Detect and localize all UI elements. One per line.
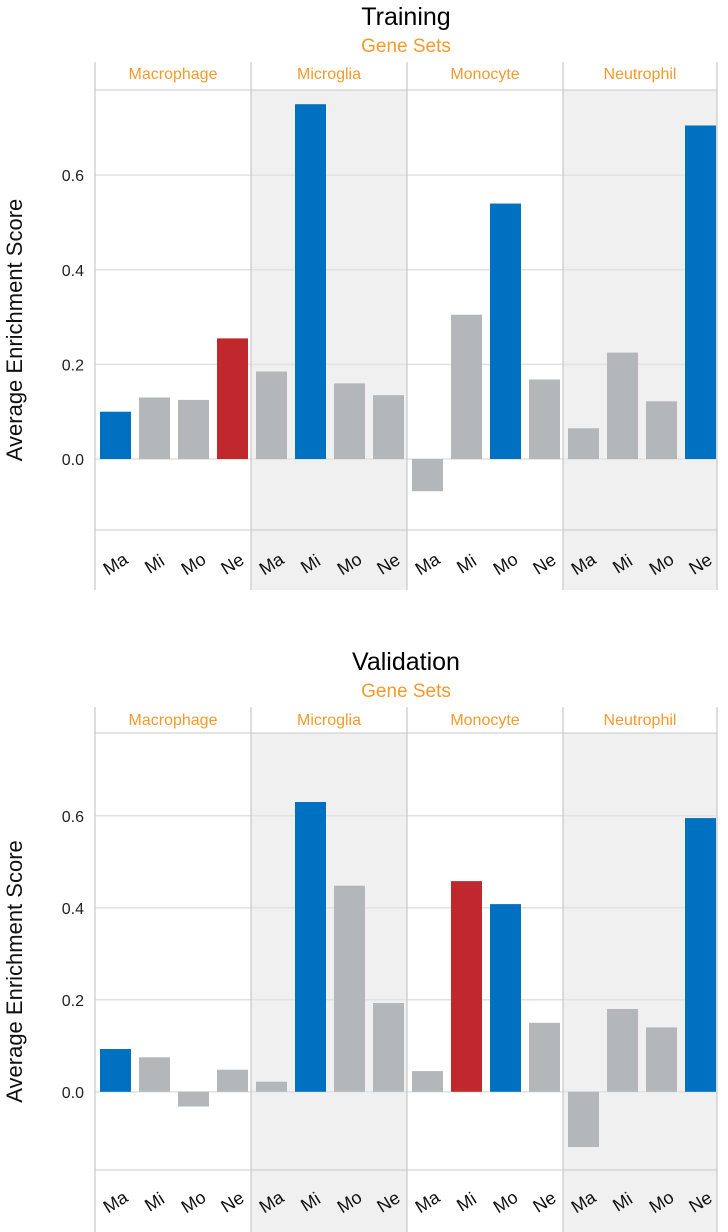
facet-label: Microglia — [297, 66, 361, 83]
facet-label: Monocyte — [450, 712, 519, 729]
facet-label: Macrophage — [129, 66, 218, 83]
bar-microglia-mi — [295, 802, 326, 1092]
bar-microglia-mo — [334, 383, 365, 460]
bar-monocyte-mo — [490, 203, 521, 460]
bar-macrophage-mi — [139, 1057, 170, 1092]
facet-label: Neutrophil — [604, 712, 677, 729]
x-tick-label: Ne — [529, 549, 559, 578]
facet-label: Monocyte — [450, 66, 519, 83]
bar-microglia-ne — [373, 395, 404, 460]
x-tick-label: Ma — [100, 1186, 133, 1217]
x-tick-label: Ma — [100, 548, 133, 579]
chart-subtitle: Gene Sets — [361, 36, 451, 57]
bar-neutrophil-ma — [568, 1091, 599, 1147]
x-tick-label: Mo — [178, 549, 210, 579]
bar-macrophage-mo — [178, 399, 209, 460]
x-tick-label: Mo — [490, 1187, 522, 1217]
x-tick-label: Ne — [217, 549, 247, 578]
bar-macrophage-ne — [217, 338, 248, 460]
bar-neutrophil-mo — [646, 401, 677, 460]
chart-title: Validation — [352, 648, 460, 676]
bar-neutrophil-mi — [607, 1009, 638, 1092]
y-axis-label: Average Enrichment Score — [2, 840, 27, 1103]
y-tick-label: 0.4 — [62, 901, 84, 918]
bar-neutrophil-ne — [685, 125, 716, 460]
bar-neutrophil-mi — [607, 352, 638, 460]
x-tick-label: Ma — [412, 1186, 445, 1217]
x-tick-label: Ne — [529, 1187, 559, 1216]
bar-microglia-ne — [373, 1003, 404, 1092]
bar-monocyte-mo — [490, 904, 521, 1092]
bar-monocyte-mi — [451, 314, 482, 460]
x-tick-label: Mi — [141, 1188, 168, 1215]
bar-monocyte-ne — [529, 1022, 560, 1092]
bar-neutrophil-ne — [685, 818, 716, 1092]
bar-macrophage-ma — [100, 411, 131, 460]
bar-neutrophil-mo — [646, 1027, 677, 1092]
x-tick-label: Mo — [178, 1187, 210, 1217]
facet-background-microglia — [251, 733, 407, 1232]
y-tick-label: 0.6 — [62, 809, 84, 826]
x-tick-label: Mo — [490, 549, 522, 579]
x-tick-label: Mi — [141, 550, 168, 577]
bar-macrophage-mo — [178, 1091, 209, 1107]
bar-microglia-mi — [295, 104, 326, 460]
bar-microglia-ma — [256, 371, 287, 460]
facet-label: Neutrophil — [604, 66, 677, 83]
bar-macrophage-ma — [100, 1049, 131, 1092]
bar-macrophage-ne — [217, 1069, 248, 1092]
y-tick-label: 0.4 — [62, 263, 84, 280]
y-tick-label: 0.0 — [62, 452, 84, 469]
training-chart: Training Gene Sets Macrophage Microglia Mono… — [2, 3, 718, 590]
validation-chart: Validation Gene Sets Macrophage Microglia Mo… — [2, 648, 718, 1232]
facet-background-microglia — [251, 90, 407, 590]
bar-neutrophil-ma — [568, 428, 599, 460]
bar-monocyte-ma — [412, 459, 443, 492]
x-tick-label: Mi — [453, 1188, 480, 1215]
y-tick-label: 0.2 — [62, 357, 84, 374]
facet-label: Macrophage — [129, 712, 218, 729]
bar-microglia-mo — [334, 885, 365, 1092]
y-tick-label: 0.6 — [62, 168, 84, 185]
x-tick-label: Ma — [412, 548, 445, 579]
x-tick-label: Ne — [217, 1187, 247, 1216]
y-tick-label: 0.2 — [62, 993, 84, 1010]
bar-monocyte-ma — [412, 1071, 443, 1092]
chart-title: Training — [361, 3, 450, 31]
y-tick-label: 0.0 — [62, 1085, 84, 1102]
x-tick-label: Mi — [453, 550, 480, 577]
bar-macrophage-mi — [139, 397, 170, 460]
bar-monocyte-mi — [451, 881, 482, 1092]
bar-monocyte-ne — [529, 379, 560, 460]
bar-microglia-ma — [256, 1081, 287, 1092]
facet-label: Microglia — [297, 712, 361, 729]
y-axis-label: Average Enrichment Score — [2, 199, 27, 462]
chart-subtitle: Gene Sets — [361, 681, 451, 702]
